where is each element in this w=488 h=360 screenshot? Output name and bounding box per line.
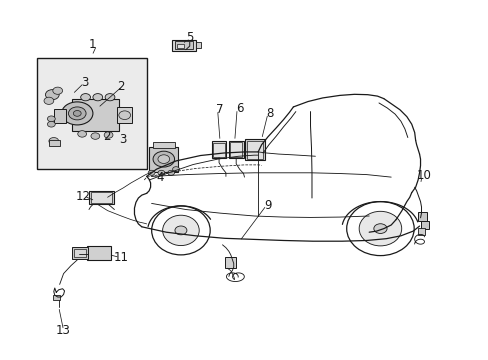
Bar [49,140,60,146]
Circle shape [45,90,59,100]
Bar [89,191,114,204]
Text: 11: 11 [114,251,128,264]
Ellipse shape [163,215,199,246]
Circle shape [47,121,55,127]
Circle shape [81,94,90,101]
Bar [195,42,201,48]
Bar [228,141,243,158]
Bar [211,141,226,158]
Bar [74,249,86,257]
Text: 1: 1 [89,39,97,51]
Bar [417,212,426,221]
Circle shape [105,94,115,101]
Bar [172,40,195,51]
Circle shape [78,131,86,137]
Text: 7: 7 [216,103,224,116]
Text: 13: 13 [56,324,71,337]
Circle shape [47,116,55,122]
Circle shape [68,107,86,120]
Ellipse shape [358,211,401,246]
Text: 9: 9 [264,199,271,212]
Circle shape [53,87,62,94]
Text: 3: 3 [81,76,88,89]
Text: 8: 8 [265,107,273,120]
Bar [72,247,88,259]
Bar [417,228,424,235]
Circle shape [49,138,59,145]
Bar [149,147,178,172]
Bar [420,221,428,229]
Text: 12: 12 [76,190,90,203]
Ellipse shape [346,202,413,256]
Text: 3: 3 [119,133,127,146]
Bar [230,142,242,157]
Bar [175,41,192,49]
Bar [245,139,264,160]
Circle shape [119,111,130,120]
Bar [87,246,110,260]
Bar [224,257,235,268]
Bar [53,295,60,300]
Bar [72,99,119,131]
Text: 6: 6 [235,102,243,115]
Text: 4: 4 [156,171,164,184]
Circle shape [44,97,54,104]
Text: 2: 2 [117,80,125,93]
Bar [54,109,66,123]
Circle shape [167,170,174,175]
Circle shape [158,170,164,175]
Text: 5: 5 [185,31,193,44]
Circle shape [153,151,174,167]
Circle shape [61,102,93,125]
Bar [213,143,224,157]
Circle shape [172,167,179,172]
Circle shape [158,155,169,163]
Bar [177,44,184,48]
Text: 10: 10 [416,169,431,182]
Bar [91,192,112,203]
Circle shape [91,133,100,139]
Bar [117,107,132,123]
Circle shape [373,224,386,233]
Circle shape [175,226,186,235]
Bar [37,58,146,169]
Circle shape [73,111,81,116]
Bar [152,142,175,148]
Circle shape [104,132,113,138]
Ellipse shape [151,206,210,255]
Text: 2: 2 [102,130,110,143]
Circle shape [93,94,102,101]
Bar [247,141,263,159]
Circle shape [148,170,155,175]
